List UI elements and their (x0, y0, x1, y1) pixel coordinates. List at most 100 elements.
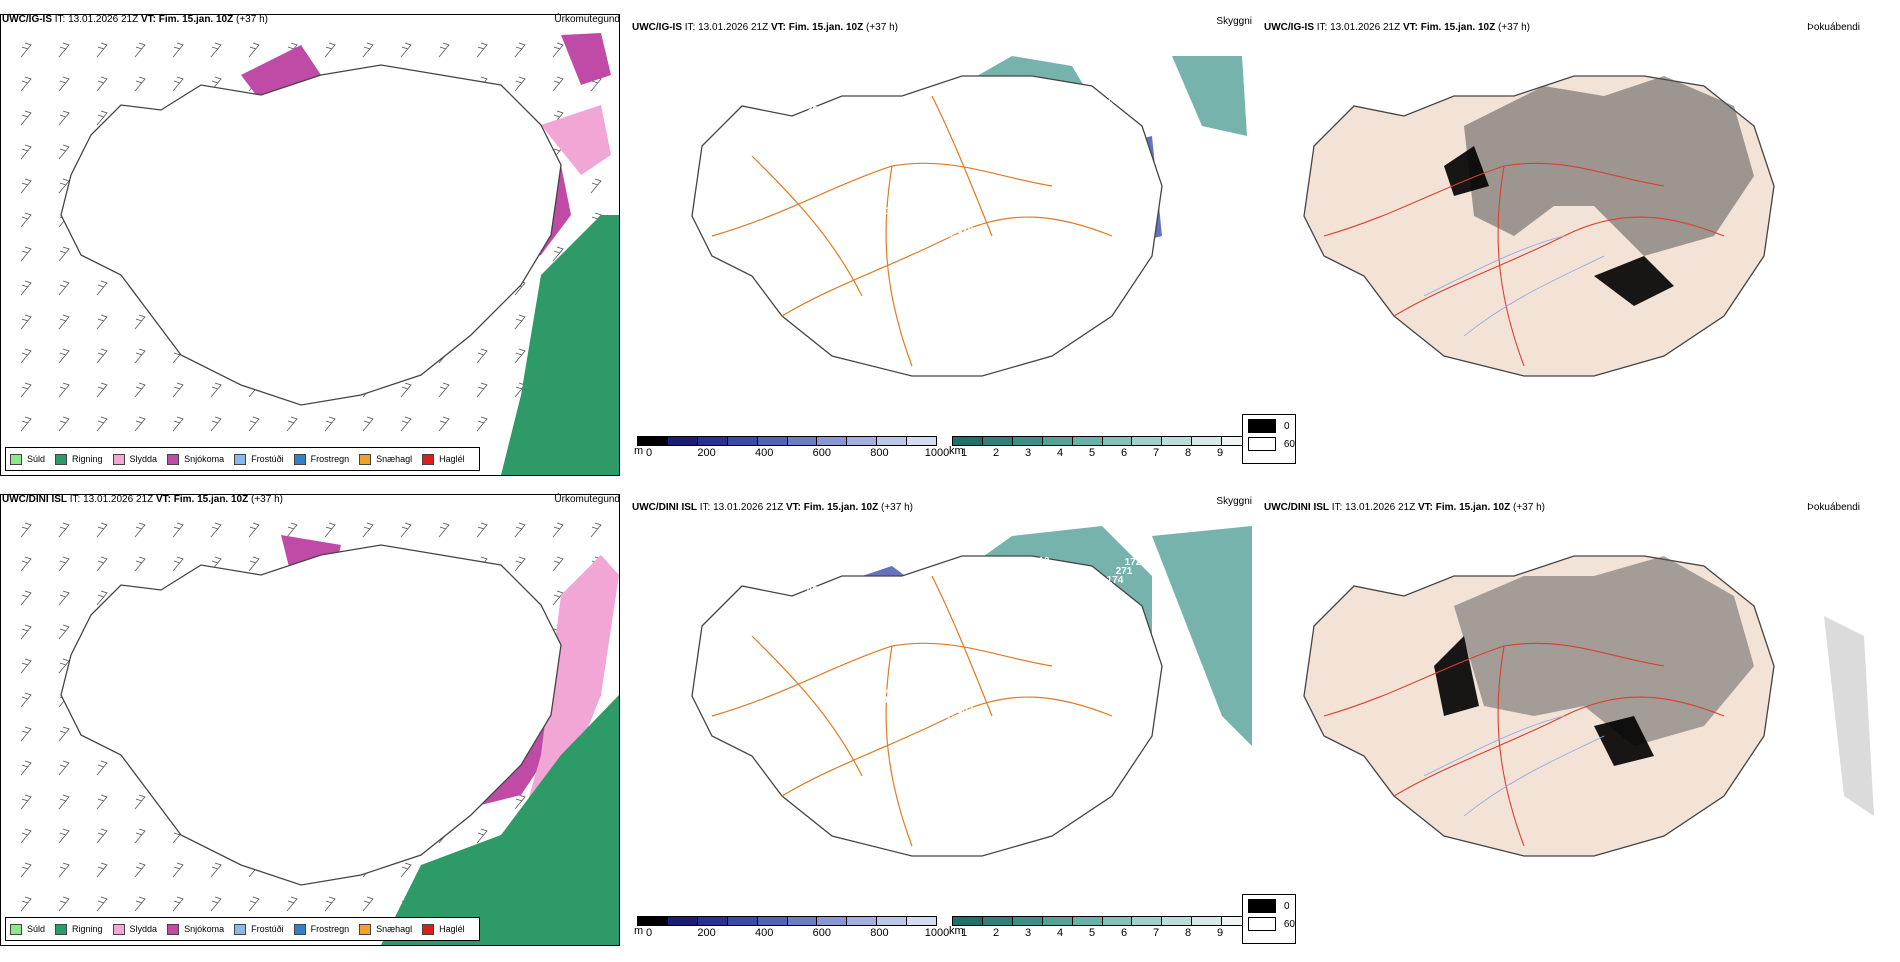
wind-barb (514, 76, 526, 92)
wind-barb (438, 416, 450, 432)
colorbar-tick: 800 (870, 447, 889, 459)
wind-barb (58, 42, 70, 58)
colorbar-tick: 800 (870, 927, 889, 939)
panel-title: Þokuábendi (1807, 502, 1860, 513)
colorbar-cell (1102, 437, 1133, 445)
wind-barb (552, 42, 564, 58)
vis-value-label: 303 (957, 705, 974, 716)
colorbar-cell (1132, 917, 1163, 925)
wind-barb (96, 760, 108, 776)
wind-barb (20, 280, 32, 296)
panel-title: Úrkomutegund (554, 14, 620, 25)
vis-unit: km (949, 445, 964, 457)
vis-map-svg: 331 469 147 100 126 199 89 172 658 145 130 303 210 19… (691, 526, 1252, 857)
wind-barb (248, 896, 260, 912)
legend-swatch (10, 453, 22, 465)
colorbar-tick: 7 (1152, 447, 1160, 459)
wind-barb (514, 522, 526, 538)
wind-barb (96, 590, 108, 606)
colorbar-cell (1042, 437, 1073, 445)
vis-value-label: 133 (983, 769, 1000, 780)
wind-barb (96, 416, 108, 432)
wind-barb (172, 416, 184, 432)
precip-map-svg (20, 522, 619, 945)
vis-value-label: 107 (780, 132, 797, 143)
colorbar-cell (1012, 917, 1043, 925)
wind-barb (20, 178, 32, 194)
vis-value-label: 658 (798, 594, 815, 605)
vis-value-label: 230 (992, 760, 1009, 771)
wind-barb (134, 314, 146, 330)
panel-header: UWC/IG-IS IT: 13.01.2026 21Z VT: Fim. 15… (632, 22, 898, 33)
wind-barb (514, 556, 526, 572)
wind-barb (248, 42, 260, 58)
wind-barb (248, 556, 260, 572)
wind-barb (96, 522, 108, 538)
vis-value-label: 145 (851, 631, 868, 642)
wind-barb (134, 794, 146, 810)
wind-barb (58, 144, 70, 160)
wind-barb (20, 314, 32, 330)
legend-item: Frostregn (293, 923, 349, 935)
vis-value-label: 10 (1038, 556, 1050, 567)
legend-item: Súld (10, 923, 45, 935)
vis-value-label: 10 (915, 179, 927, 190)
wind-barb (58, 416, 70, 432)
vis-value-label: 210 (1010, 742, 1027, 753)
wind-barb (286, 522, 298, 538)
wind-barb (400, 382, 412, 398)
wind-barb (20, 726, 32, 742)
wind-barb (20, 760, 32, 776)
legend-item: Snæhagl (359, 453, 412, 465)
wind-barb (58, 556, 70, 572)
sleet-area (521, 555, 619, 835)
vis-map: 546 363 230 10 182 236 177 272 147 210 87 570 206 513… (632, 36, 1252, 436)
wind-barb (210, 416, 222, 432)
colorbar-cell (757, 437, 788, 445)
wind-barb (20, 692, 32, 708)
wind-barb (590, 178, 602, 194)
colorbar-cell (817, 917, 848, 925)
wind-barb (58, 522, 70, 538)
height-colorbar: 0 200 400 600 800 1000 m (634, 436, 949, 460)
colorbar-tick: 8 (1184, 447, 1192, 459)
wind-barb (20, 794, 32, 810)
fog-legend-bottom: 0 60 (1242, 894, 1296, 944)
precip-map: Súld Rigning Slydda Snjókoma Frostúði Fr… (0, 494, 620, 946)
vis-value-label: 469 (807, 585, 824, 596)
height-colorbar: 0 200 400 600 800 1000 m (634, 916, 949, 940)
panel-header: UWC/DINI ISL IT: 13.01.2026 21Z VT: Fim.… (632, 502, 913, 513)
legend-item: Rigning (55, 923, 103, 935)
vis-value-label: 72 (994, 280, 1006, 291)
colorbar-tick: 400 (755, 447, 774, 459)
colorbar-cell (1072, 437, 1103, 445)
wind-barb (362, 896, 374, 912)
vis-value-label: 199 (1019, 733, 1036, 744)
colorbar-tick: 2 (992, 447, 1000, 459)
legend-swatch (293, 923, 306, 935)
colorbar-tick: 2 (992, 927, 1000, 939)
legend-item: Frostúði (234, 453, 284, 465)
rain-area (501, 215, 619, 475)
colorbar-tick: 5 (1088, 927, 1096, 939)
colorbar-cell (667, 917, 698, 925)
precip-legend: Súld Rigning Slydda Snjókoma Frostúði Fr… (5, 447, 480, 471)
wind-barb (210, 42, 222, 58)
wind-barb (172, 556, 184, 572)
vis-value-label: 197 (1063, 779, 1080, 790)
vis-value-label: 168 (1116, 86, 1133, 97)
road-network (711, 95, 1113, 367)
colorbar-cell (638, 917, 668, 925)
wind-barb (514, 794, 526, 810)
wind-barb (96, 42, 108, 58)
fog-map-svg (1303, 75, 1775, 377)
wind-barb (134, 382, 146, 398)
legend-item: Súld (10, 453, 45, 465)
panel-header: UWC/IG-IS IT: 13.01.2026 21Z VT: Fim. 15… (2, 14, 268, 25)
vis-labels: 331 469 147 100 126 199 89 172 658 145 130 303 210 19… (754, 548, 1142, 808)
river-network (1423, 235, 1605, 337)
colorbar-cell (727, 437, 758, 445)
legend-item: Frostregn (293, 453, 349, 465)
colorbar-tick: 8 (1184, 927, 1192, 939)
wind-barb (58, 896, 70, 912)
